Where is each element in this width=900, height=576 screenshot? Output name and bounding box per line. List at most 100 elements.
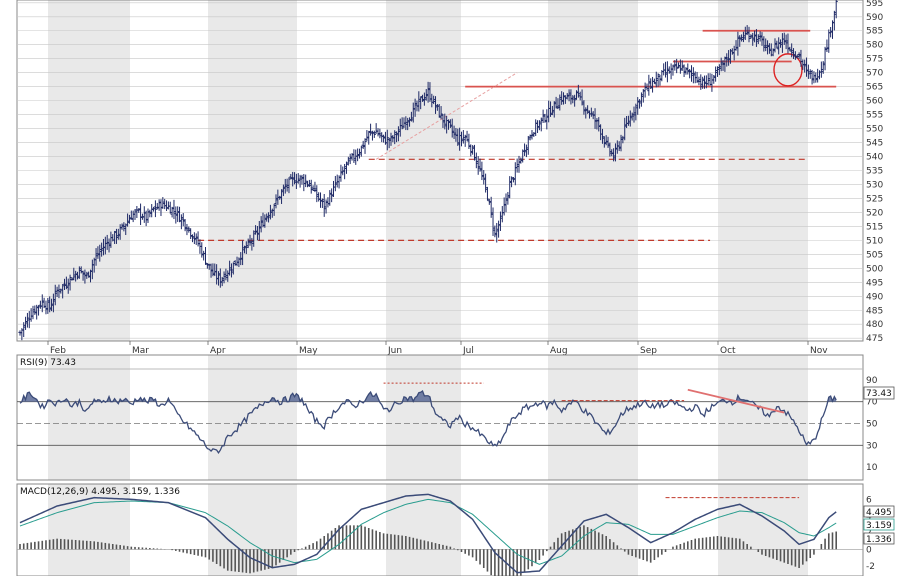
macd-histogram-bar xyxy=(571,529,574,550)
price-tick-label: 525 xyxy=(866,194,883,204)
macd-histogram-bar xyxy=(34,541,36,550)
rsi-tick-label: 90 xyxy=(866,376,878,386)
macd-histogram-bar xyxy=(731,537,734,550)
price-axis: 475 480 485 490 495 500 505 510 515 520 525 530 535 5… xyxy=(866,0,883,344)
rsi-value-box: 73.43 xyxy=(863,386,895,400)
macd-title: MACD(12,26,9) 4.495, 3.159, 1.336 xyxy=(20,487,180,497)
macd-histogram-bar xyxy=(501,549,504,576)
macd-histogram-bar xyxy=(93,541,95,550)
macd-histogram-bar xyxy=(534,549,537,564)
rsi-axis: 10 30 50 70 90 xyxy=(866,376,878,473)
macd-histogram-bar xyxy=(316,541,318,550)
macd-histogram-bar xyxy=(727,537,730,550)
macd-histogram-bar xyxy=(408,536,411,550)
macd-histogram-bar xyxy=(60,538,62,550)
month-label: May xyxy=(299,346,318,356)
month-label: Nov xyxy=(810,346,828,356)
macd-histogram-bar xyxy=(590,528,593,550)
macd-histogram-bar xyxy=(364,526,366,550)
macd-histogram-bar xyxy=(482,549,485,568)
macd-histogram-bar xyxy=(145,547,147,550)
macd-histogram-bar xyxy=(742,541,745,550)
macd-histogram-bar xyxy=(549,546,552,550)
macd-histogram-bar xyxy=(431,542,433,550)
price-tick-label: 585 xyxy=(866,27,883,37)
macd-histogram-bar xyxy=(620,548,622,550)
macd-tick-label: 6 xyxy=(866,495,872,505)
macd-histogram-bar xyxy=(234,549,236,572)
macd-histogram-bar xyxy=(464,549,466,554)
macd-histogram-bar xyxy=(293,549,296,552)
price-tick-label: 520 xyxy=(866,208,883,218)
price-tick-label: 495 xyxy=(866,278,883,288)
month-band xyxy=(386,355,461,480)
macd-histogram-bar xyxy=(56,538,58,550)
macd-histogram-bar xyxy=(160,548,162,550)
macd-histogram-bar xyxy=(738,538,741,550)
macd-histogram-bar xyxy=(805,549,808,562)
macd-histogram-bar xyxy=(264,549,266,570)
macd-panel: MACD(12,26,9) 4.495, 3.159, 1.336 -20246… xyxy=(16,483,895,576)
macd-histogram-bar xyxy=(802,549,804,565)
price-bars xyxy=(18,0,838,341)
macd-histogram-bar xyxy=(776,549,778,560)
macd-histogram-bar xyxy=(230,549,233,572)
macd-histogram-bar xyxy=(516,549,518,576)
macd-histogram-bar xyxy=(189,549,192,555)
macd-histogram-bar xyxy=(286,549,288,558)
macd-histogram-bar xyxy=(631,549,633,556)
macd-histogram-bar xyxy=(52,539,55,550)
macd-histogram-bar xyxy=(412,537,415,550)
macd-histogram-bar xyxy=(45,540,47,550)
macd-histogram-bar xyxy=(78,540,81,550)
macd-histogram-bar xyxy=(468,549,470,556)
macd-histogram-bar xyxy=(724,536,726,550)
price-tick-label: 595 xyxy=(866,0,883,9)
macd-histogram-bar xyxy=(605,536,607,550)
macd-histogram-bar xyxy=(37,541,40,550)
macd-histogram-bar xyxy=(798,549,800,568)
macd-histogram-bar xyxy=(356,525,359,550)
rsi-panel: RSI(9) 73.43 10 30 50 70 90 73.43 xyxy=(16,354,895,481)
macd-histogram-bar xyxy=(553,542,556,550)
month-label: Apr xyxy=(210,346,226,356)
macd-histogram-bar xyxy=(735,538,737,550)
macd-histogram-bar xyxy=(560,533,563,550)
macd-histogram-bar xyxy=(215,549,218,564)
macd-histogram-bar xyxy=(312,543,314,550)
macd-histogram-bar xyxy=(416,538,418,550)
macd-histogram-bar xyxy=(134,546,136,550)
macd-histogram-bar xyxy=(119,545,121,550)
macd-histogram-bar xyxy=(115,544,118,550)
macd-histogram-bar xyxy=(193,549,196,555)
month-band xyxy=(718,355,808,480)
rsi-tick-label: 30 xyxy=(866,441,878,451)
macd-histogram-bar xyxy=(768,549,771,558)
macd-histogram-bar xyxy=(486,549,489,572)
price-tick-label: 545 xyxy=(866,139,883,149)
macd-histogram-bar xyxy=(41,540,44,550)
macd-histogram-bar xyxy=(746,544,748,550)
macd-histogram-bar xyxy=(63,539,66,550)
macd-histogram-bar xyxy=(349,525,351,550)
macd-histogram-bar xyxy=(683,542,685,550)
macd-histogram-bar xyxy=(249,549,251,574)
macd-histogram-bar xyxy=(772,549,774,559)
macd-histogram-bar xyxy=(712,536,715,550)
macd-histogram-bar xyxy=(813,549,815,555)
macd-histogram-bar xyxy=(820,544,823,550)
macd-histogram-bar xyxy=(635,549,637,558)
macd-histogram-bar xyxy=(638,549,641,559)
macd-histogram-bar xyxy=(642,549,645,560)
rsi-panel-frame xyxy=(16,354,864,481)
macd-histogram-bar xyxy=(720,536,722,550)
macd-histogram-bar xyxy=(456,549,459,551)
macd-histogram-bar xyxy=(200,549,203,557)
macd-panel-frame xyxy=(16,483,864,576)
macd-histogram-bar xyxy=(434,543,437,550)
macd-histogram-bar xyxy=(267,549,270,569)
price-tick-label: 580 xyxy=(866,41,883,51)
macd-histogram-bar xyxy=(141,547,144,550)
macd-histogram-bar xyxy=(616,545,619,550)
